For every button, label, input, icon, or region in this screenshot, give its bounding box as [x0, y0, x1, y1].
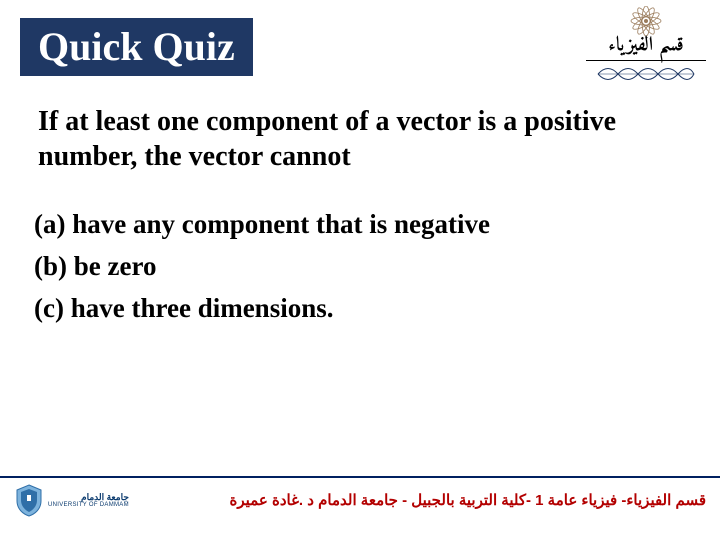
- footer-text: قسم الفيزياء- فيزياء عامة 1 -كلية التربي…: [230, 491, 706, 509]
- option-c: (c) have three dimensions.: [34, 288, 690, 330]
- logo-text: جامعة الدمام UNIVERSITY OF DAMMAM: [48, 493, 129, 508]
- logo-english: UNIVERSITY OF DAMMAM: [48, 502, 129, 508]
- slide: Quick Quiz قسم الفيزياء If at least one …: [0, 0, 720, 540]
- university-logo: جامعة الدمام UNIVERSITY OF DAMMAM: [14, 480, 134, 520]
- footer: جامعة الدمام UNIVERSITY OF DAMMAM قسم ال…: [0, 476, 720, 522]
- logo-arabic: جامعة الدمام: [48, 493, 129, 502]
- atom-nucleus-icon: [644, 19, 648, 23]
- question-text: If at least one component of a vector is…: [20, 104, 700, 174]
- options-block: (a) have any component that is negative …: [20, 174, 700, 330]
- crest-icon: [14, 483, 44, 517]
- slide-title: Quick Quiz: [20, 18, 253, 76]
- dept-arabic-label: قسم الفيزياء: [586, 36, 706, 56]
- option-b: (b) be zero: [34, 246, 690, 288]
- option-a: (a) have any component that is negative: [34, 204, 690, 246]
- header-physics-block: قسم الفيزياء: [586, 6, 706, 83]
- wave-icon: [596, 65, 696, 83]
